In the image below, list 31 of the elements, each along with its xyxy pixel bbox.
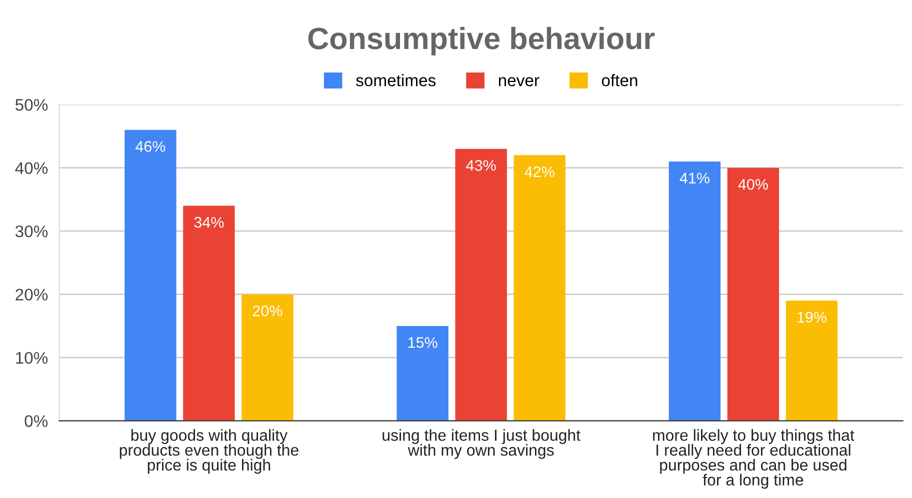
legend-label: sometimes — [356, 74, 436, 86]
bar — [455, 148, 507, 421]
data-label: 43% — [466, 160, 496, 171]
data-label: 20% — [252, 305, 282, 316]
data-label: 41% — [680, 172, 710, 184]
data-label: 46% — [136, 141, 166, 152]
y-tick-label: 50% — [15, 98, 48, 111]
data-label: 42% — [524, 166, 554, 178]
bar — [514, 155, 566, 421]
bar — [183, 206, 235, 421]
bar — [124, 130, 176, 421]
x-tick-label: buy goods with quality products even though the price is quite high — [120, 429, 298, 474]
bar — [242, 294, 294, 421]
y-tick-label: 0% — [24, 415, 48, 428]
x-tick-label: more likely to buy things that I really need for educational purposes and can be used for a long time — [653, 429, 854, 489]
y-tick-label: 40% — [15, 162, 48, 174]
data-label: 19% — [798, 312, 826, 323]
bar — [396, 326, 448, 421]
y-tick-label: 30% — [15, 225, 48, 238]
bar — [668, 162, 721, 421]
data-label: 34% — [194, 216, 224, 228]
bar — [786, 300, 838, 421]
x-tick-label: using the items I just bought with my own savings — [382, 429, 580, 459]
legend-label: often — [602, 74, 638, 86]
y-tick-label: 10% — [16, 352, 48, 364]
data-label: 40% — [738, 178, 768, 190]
legend-label: never — [498, 77, 540, 86]
y-tick-label: 20% — [16, 288, 48, 301]
data-label: 15% — [408, 337, 438, 348]
chart-title: Consumptive behaviour — [308, 26, 655, 56]
bar — [727, 168, 780, 421]
